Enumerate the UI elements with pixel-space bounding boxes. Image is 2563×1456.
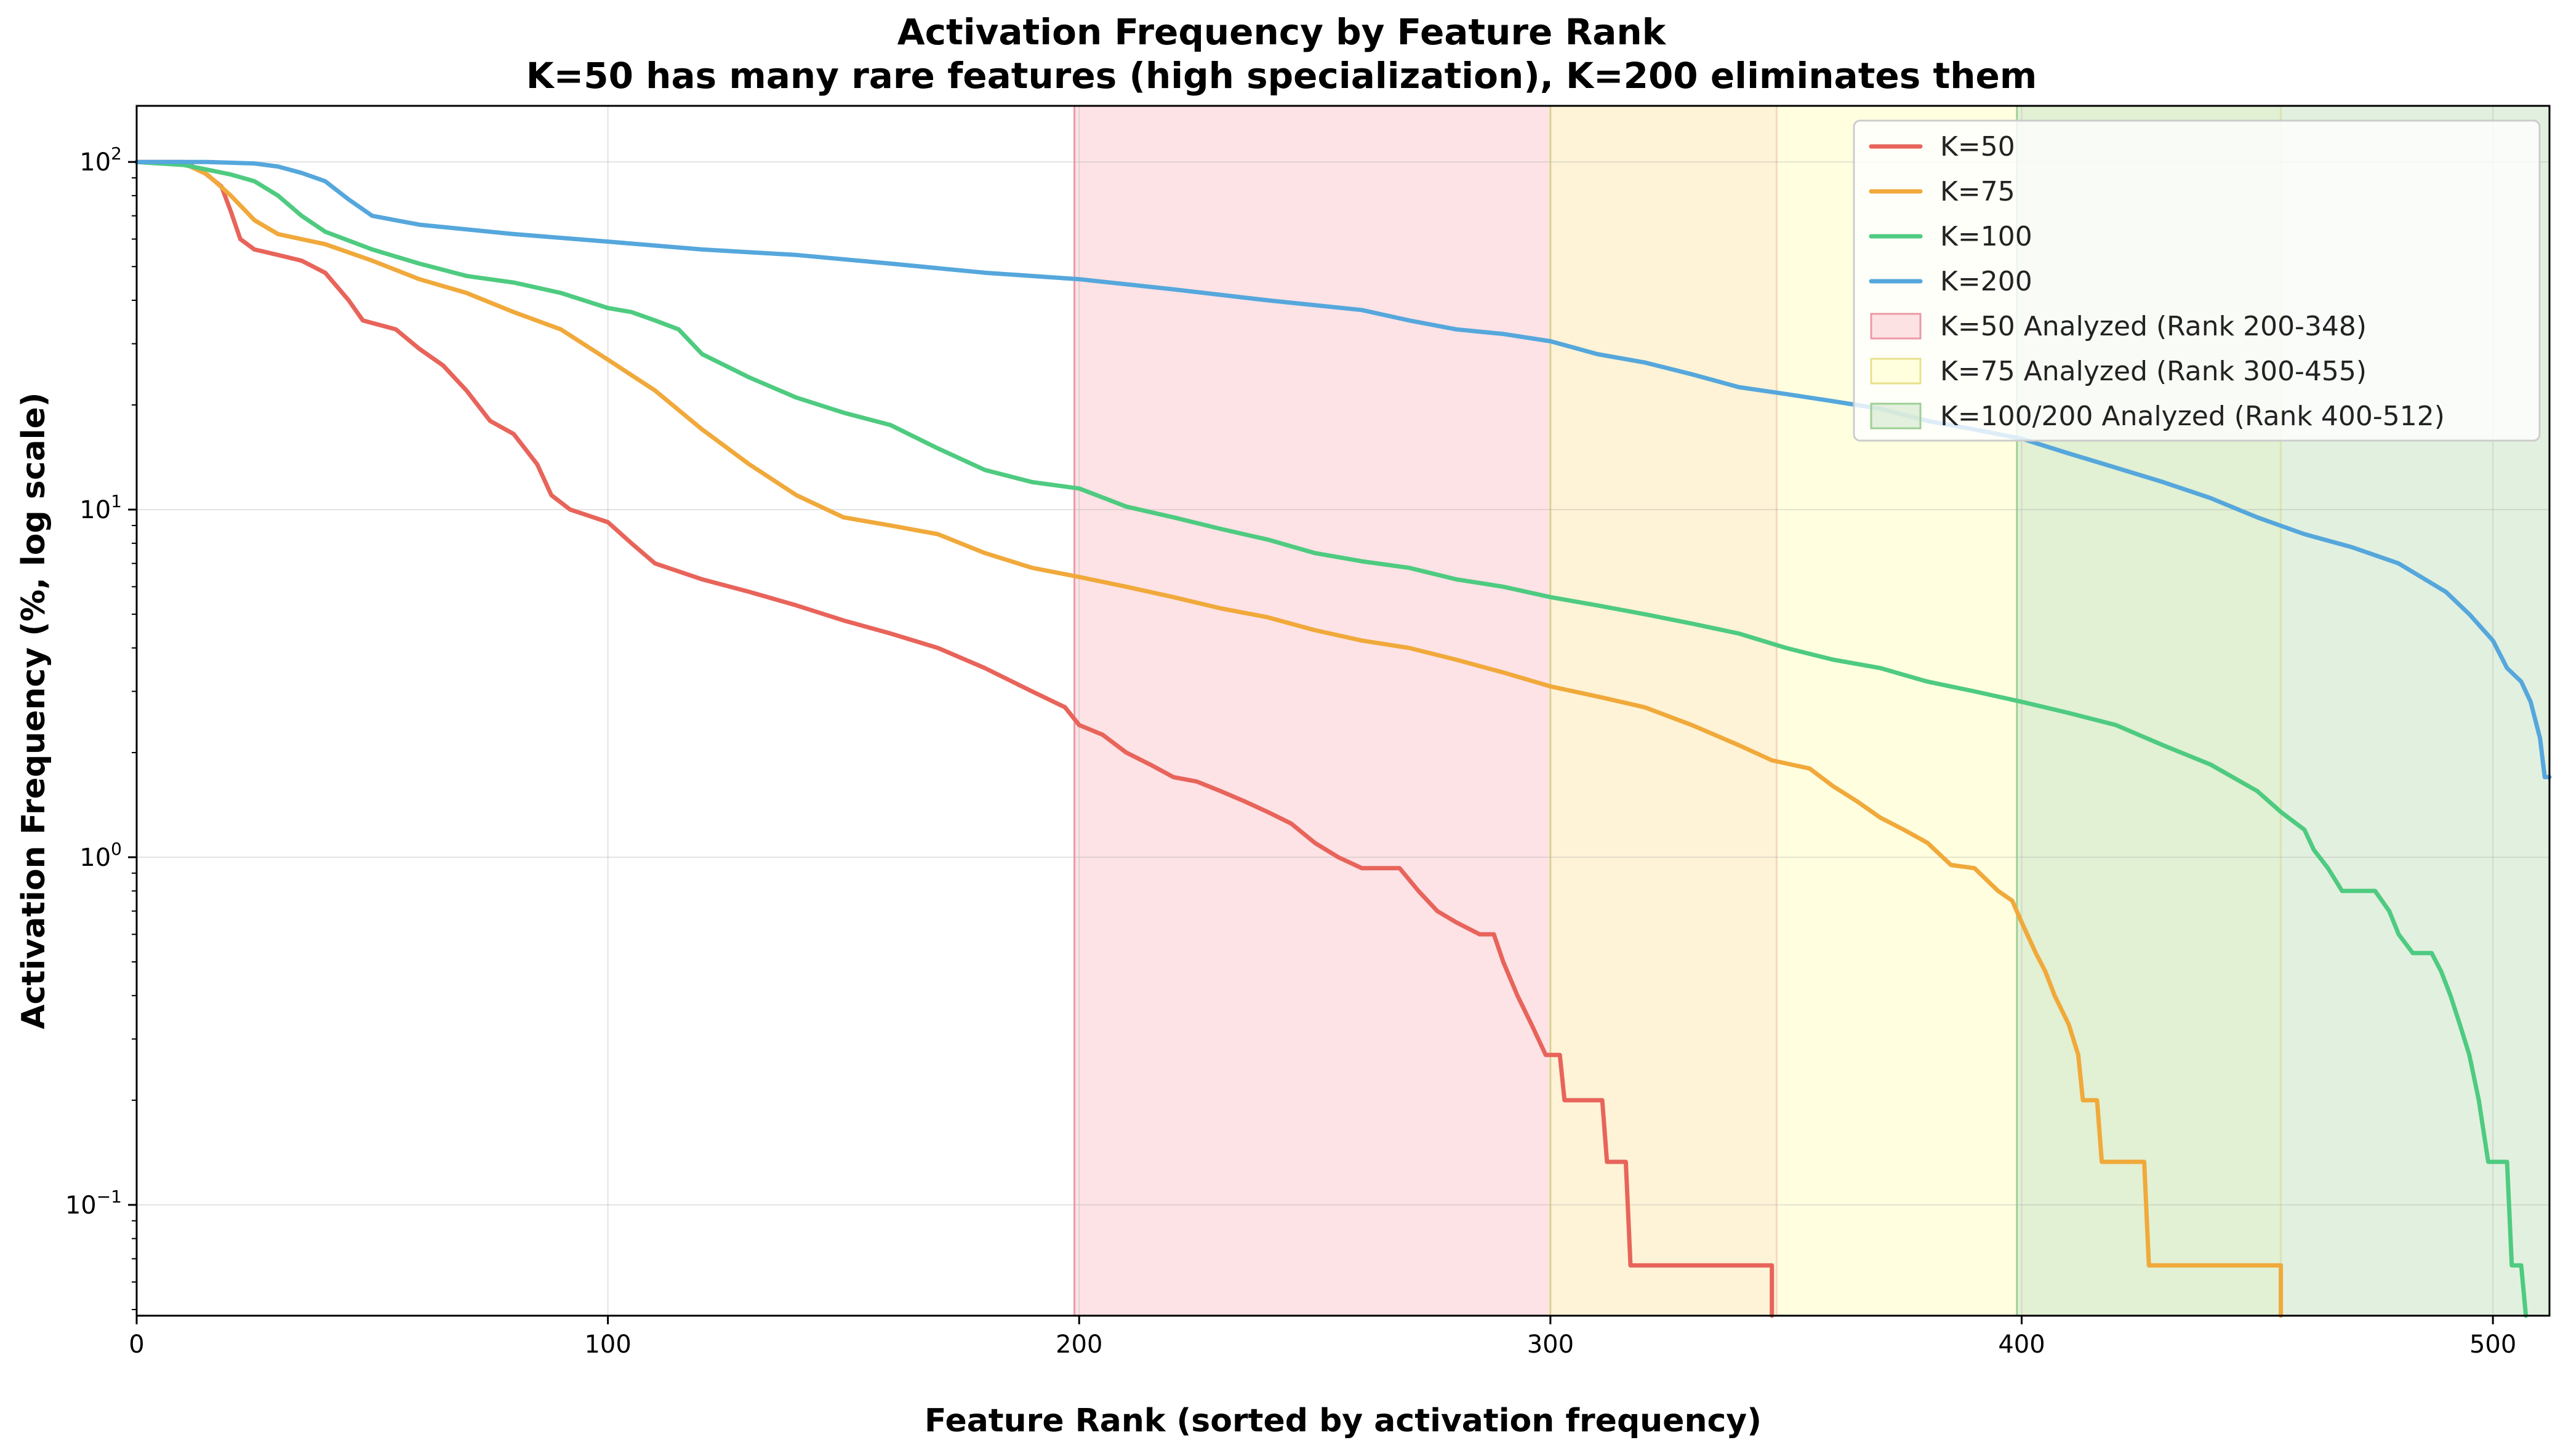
legend-label: K=50 Analyzed (Rank 200-348) bbox=[1940, 311, 2367, 342]
plot-frame bbox=[135, 105, 2551, 1317]
series-line-0 bbox=[134, 159, 1775, 1318]
legend-box bbox=[1853, 119, 2541, 442]
x-tick-label: 200 bbox=[1056, 1330, 1102, 1359]
legend-label: K=100 bbox=[1940, 221, 2032, 252]
legend-label: K=100/200 Analyzed (Rank 400-512) bbox=[1940, 401, 2445, 432]
chart-title: Activation Frequency by Feature Rank bbox=[897, 11, 1667, 53]
y-tick-label: 100 bbox=[79, 839, 122, 872]
chart-subtitle: K=50 has many rare features (high specia… bbox=[526, 55, 2037, 97]
x-axis-ticks: 0 100 200 300 400 500 bbox=[129, 1316, 2516, 1359]
x-tick-label: 500 bbox=[2469, 1330, 2516, 1359]
legend: K=50 K=75 K=100 K=200 K=50 Analyzed (Rank 20… bbox=[1853, 119, 2541, 442]
x-axis-label: Feature Rank (sorted by activation frequ… bbox=[925, 1402, 1762, 1439]
y-tick-label: 101 bbox=[79, 491, 122, 524]
series-line-3 bbox=[134, 159, 2552, 780]
legend-swatch bbox=[1870, 358, 1922, 385]
legend-label: K=75 Analyzed (Rank 300-455) bbox=[1940, 356, 2367, 387]
y-axis-label: Activation Frequency (%, log scale) bbox=[15, 392, 52, 1029]
legend-swatch bbox=[1870, 402, 1922, 430]
series-line-2 bbox=[134, 159, 2529, 1318]
legend-label: K=75 bbox=[1940, 176, 2015, 207]
legend-label: K=50 bbox=[1940, 131, 2015, 162]
y-tick-label: 10−1 bbox=[65, 1186, 122, 1220]
series-lines bbox=[134, 159, 2552, 1318]
legend-label: K=200 bbox=[1940, 266, 2032, 297]
x-tick-label: 400 bbox=[1998, 1330, 2045, 1359]
x-tick-label: 100 bbox=[584, 1330, 631, 1359]
series-line-1 bbox=[134, 159, 2284, 1318]
x-tick-label: 0 bbox=[129, 1330, 144, 1359]
y-axis-ticks: 10−1 100 101 102 bbox=[65, 143, 137, 1310]
y-tick-label: 102 bbox=[79, 143, 122, 177]
x-tick-label: 300 bbox=[1527, 1330, 1574, 1359]
legend-swatch bbox=[1870, 313, 1922, 340]
